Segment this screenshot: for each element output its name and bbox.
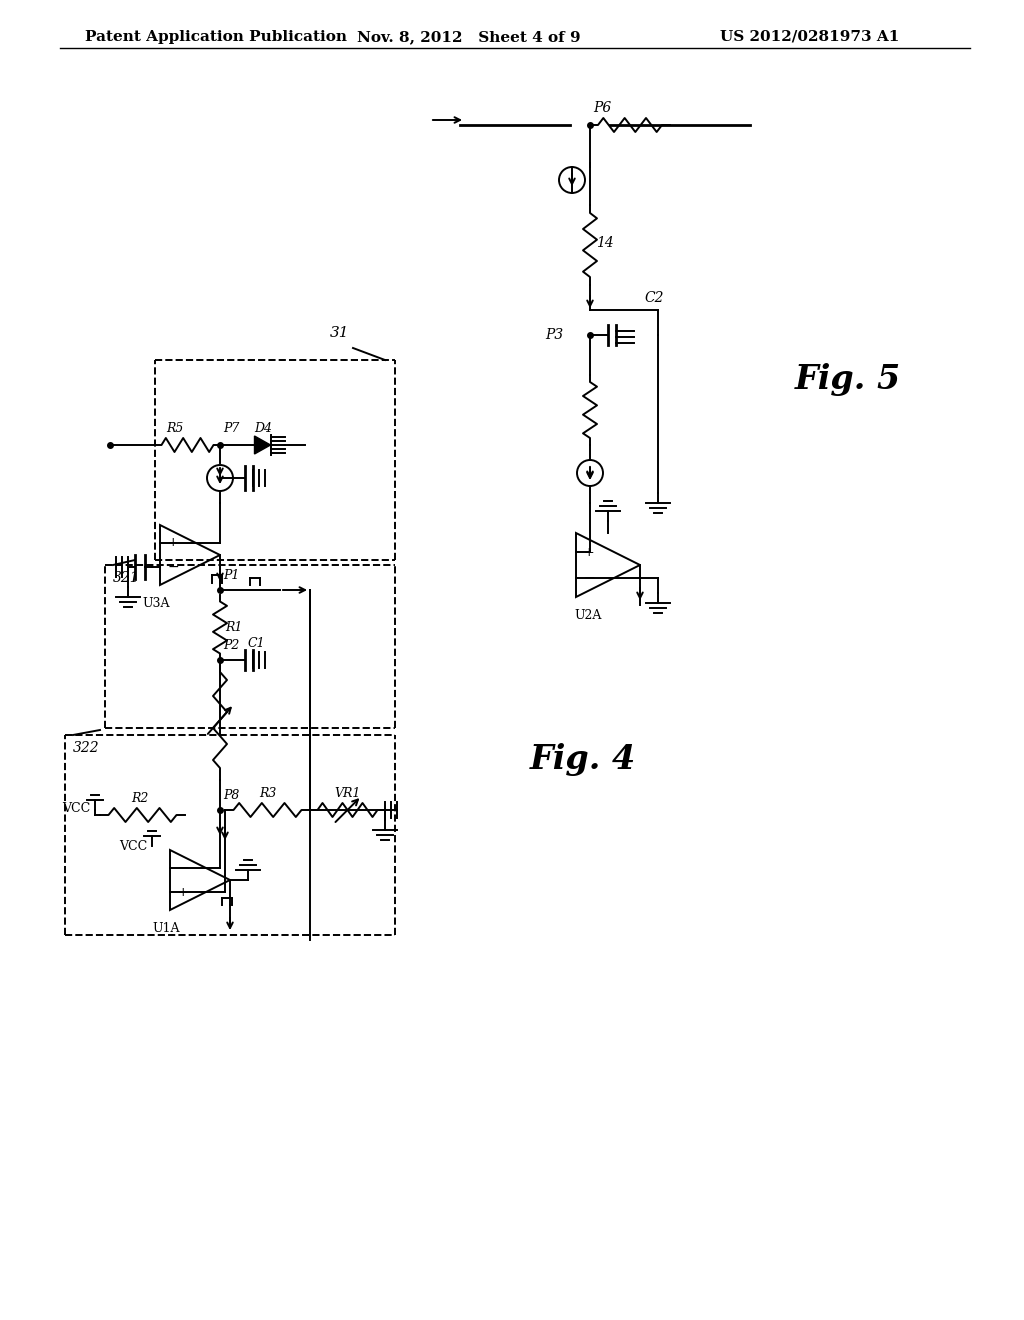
Text: R3: R3 <box>259 787 276 800</box>
Text: U2A: U2A <box>574 609 601 622</box>
Text: +: + <box>584 545 595 558</box>
Text: 31: 31 <box>330 326 349 341</box>
Text: D4: D4 <box>254 422 272 436</box>
Text: +: + <box>178 886 188 899</box>
Text: 322: 322 <box>73 741 99 755</box>
Text: VCC: VCC <box>61 801 90 814</box>
Text: Nov. 8, 2012   Sheet 4 of 9: Nov. 8, 2012 Sheet 4 of 9 <box>357 30 581 44</box>
Text: C1: C1 <box>248 638 265 649</box>
Text: U1A: U1A <box>152 921 179 935</box>
Text: R5: R5 <box>166 422 183 436</box>
Text: P3: P3 <box>545 327 563 342</box>
Text: Fig. 4: Fig. 4 <box>530 743 636 776</box>
Text: −: − <box>178 861 189 875</box>
Text: P6: P6 <box>593 102 611 115</box>
Text: VR1: VR1 <box>334 787 360 800</box>
Text: US 2012/0281973 A1: US 2012/0281973 A1 <box>720 30 899 44</box>
Text: U3A: U3A <box>142 597 170 610</box>
Text: P8: P8 <box>223 789 240 803</box>
Text: R1: R1 <box>225 620 243 634</box>
Text: P7: P7 <box>223 422 240 436</box>
Text: −: − <box>584 570 596 585</box>
Text: C2: C2 <box>644 290 664 305</box>
Text: −: − <box>168 560 179 574</box>
Text: P2: P2 <box>223 639 240 652</box>
Text: P1: P1 <box>223 569 240 582</box>
Text: 321: 321 <box>113 572 139 585</box>
Text: 14: 14 <box>596 236 613 249</box>
Text: VCC: VCC <box>119 840 147 853</box>
Polygon shape <box>255 436 270 454</box>
Text: +: + <box>168 536 178 549</box>
Text: R2: R2 <box>131 792 148 805</box>
Text: Patent Application Publication: Patent Application Publication <box>85 30 347 44</box>
Text: Fig. 5: Fig. 5 <box>795 363 901 396</box>
